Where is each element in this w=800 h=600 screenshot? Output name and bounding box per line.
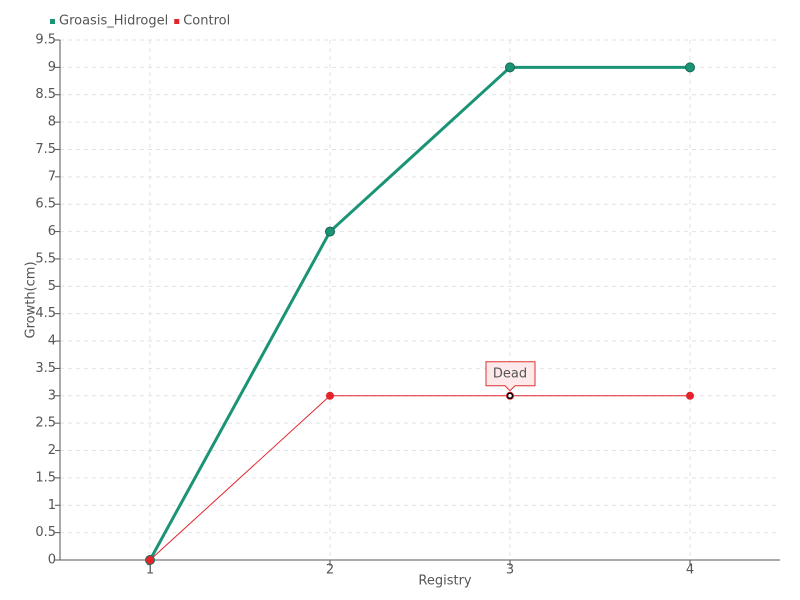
x-tick-label: 1 — [146, 563, 154, 578]
legend-label: Groasis_Hidrogel — [59, 14, 168, 29]
x-tick-label: 2 — [326, 563, 334, 578]
y-tick-label: 0.5 — [35, 525, 56, 540]
y-tick-label: 0 — [48, 553, 56, 568]
y-tick-label: 2 — [48, 443, 56, 458]
series-line — [149, 395, 690, 561]
y-tick-label: 3.5 — [35, 361, 56, 376]
legend-swatch — [174, 19, 180, 24]
y-tick-label: 1 — [48, 498, 56, 513]
legend-label: Control — [183, 14, 230, 29]
y-tick-label: 5.5 — [35, 251, 56, 266]
data-point — [686, 391, 694, 400]
y-tick-label: 7.5 — [35, 142, 56, 157]
y-tick-label: 4.5 — [35, 306, 56, 321]
data-point — [505, 62, 515, 73]
y-tick-label: 7 — [48, 169, 56, 184]
x-tick-label: 4 — [686, 563, 694, 578]
y-tick-label: 6 — [48, 224, 56, 239]
y-tick-label: 9 — [48, 60, 56, 75]
x-tick-label: 3 — [506, 563, 514, 578]
y-tick-label: 4 — [48, 334, 56, 349]
y-tick-label: 8.5 — [35, 87, 56, 102]
annotation-marker — [506, 392, 514, 400]
annotation-text: Dead — [493, 366, 527, 381]
data-point — [325, 226, 335, 237]
y-tick-label: 8 — [48, 115, 56, 130]
data-point — [326, 391, 334, 400]
y-tick-label: 5 — [48, 279, 56, 294]
annotation-box — [485, 361, 536, 392]
series-line — [148, 65, 690, 561]
y-tick-label: 2.5 — [35, 416, 56, 431]
y-axis-label: Growth(cm) — [24, 261, 39, 338]
data-point — [685, 62, 695, 73]
y-tick-label: 3 — [48, 388, 56, 403]
legend-swatch — [50, 19, 55, 24]
x-axis-label: Registry — [418, 574, 472, 589]
data-point — [146, 556, 154, 564]
y-tick-label: 6.5 — [35, 197, 56, 212]
y-tick-label: 9.5 — [35, 33, 56, 48]
y-tick-label: 1.5 — [35, 470, 56, 485]
